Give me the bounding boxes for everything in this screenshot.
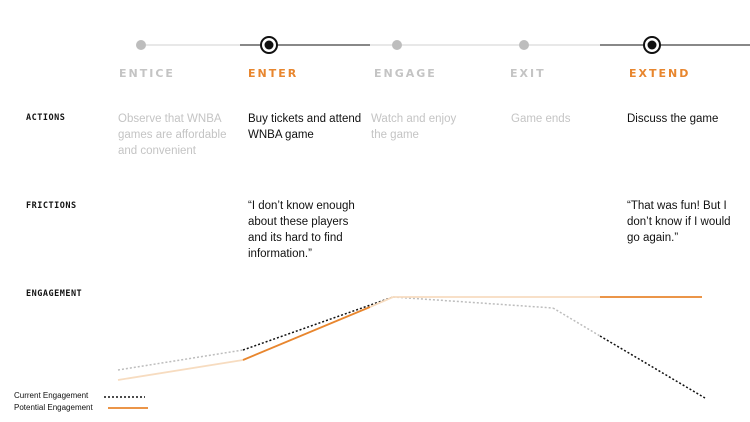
stage-node-exit xyxy=(519,40,529,50)
stage-node-entice xyxy=(136,40,146,50)
stage-label-enter: ENTER xyxy=(248,67,299,80)
current-engagement-seg-4 xyxy=(552,307,601,337)
stage-node-engage xyxy=(392,40,402,50)
stage-label-extend: EXTEND xyxy=(629,67,691,80)
action-enter: Buy tickets and attend WNBA game xyxy=(248,113,362,141)
action-engage: Watch and enjoy the game xyxy=(371,113,457,141)
potential-engagement-seg-3 xyxy=(369,296,394,308)
stage-node-enter xyxy=(264,40,274,50)
legend-current-label: Current Engagement xyxy=(14,391,89,400)
timeline xyxy=(136,36,750,54)
current-engagement-seg-1 xyxy=(117,349,244,371)
potential-engagement-seg-2 xyxy=(242,306,371,361)
current-engagement-seg-5 xyxy=(599,335,706,399)
stage-label-exit: EXIT xyxy=(510,67,546,80)
legend-swatches xyxy=(104,396,148,409)
row-label-frictions: FRICTIONS xyxy=(26,201,77,211)
engagement-lines xyxy=(117,296,706,399)
legend-potential-label: Potential Engagement xyxy=(14,403,93,412)
friction-extend: “That was fun! But I don’t know if I wou… xyxy=(627,200,731,244)
row-label-actions: ACTIONS xyxy=(26,113,66,123)
friction-enter: “I don’t know enough about these players… xyxy=(248,200,355,260)
potential-engagement-seg-1 xyxy=(117,359,244,381)
action-entice: Observe that WNBA games are affordable a… xyxy=(118,113,227,157)
current-engagement-seg-2 xyxy=(242,296,394,351)
stage-label-engage: ENGAGE xyxy=(374,67,437,80)
stage-node-extend xyxy=(647,40,657,50)
stage-label-entice: ENTICE xyxy=(119,67,175,80)
row-label-engagement: ENGAGEMENT xyxy=(26,289,83,299)
action-exit: Game ends xyxy=(511,113,571,125)
current-engagement-seg-3 xyxy=(392,296,554,309)
action-extend: Discuss the game xyxy=(627,113,719,125)
